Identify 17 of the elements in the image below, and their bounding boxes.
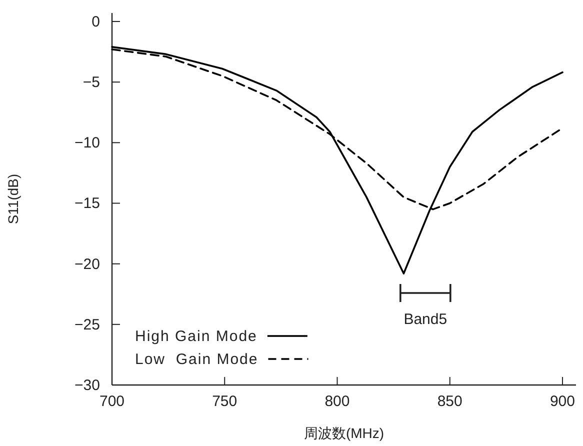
legend-label: Low Gain Mode (135, 351, 258, 368)
y-tick-label: −5 (82, 74, 100, 92)
y-tick-label: −15 (74, 195, 100, 212)
y-tick-label: −10 (74, 134, 100, 152)
y-axis-title: S11(dB) (5, 174, 21, 224)
legend-label: High Gain Mode (135, 328, 258, 345)
x-tick-label: 900 (550, 393, 575, 410)
y-tick-label: −25 (74, 316, 100, 334)
x-tick-label: 850 (437, 393, 462, 410)
x-axis-title: 周波数(MHz) (304, 425, 384, 441)
x-tick-label: 750 (212, 393, 238, 410)
x-tick-label: 700 (99, 393, 125, 410)
x-tick-label: 800 (324, 393, 350, 410)
y-tick-label: 0 (92, 13, 100, 30)
y-tick-label: −20 (74, 256, 100, 273)
annotation: Band5 (404, 311, 448, 328)
y-tick-label: −30 (74, 377, 100, 394)
